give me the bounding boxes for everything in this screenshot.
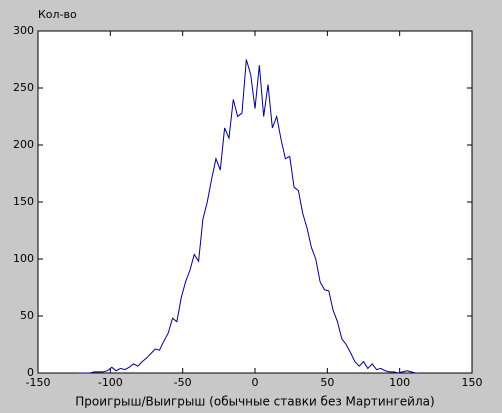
y-tick-label: 100: [13, 252, 34, 265]
x-axis-label: Проигрыш/Выигрыш (обычные ставки без Мар…: [75, 395, 434, 409]
x-tick-label: 0: [252, 376, 259, 389]
plot-area: [37, 30, 473, 374]
y-tick-label: 300: [13, 24, 34, 37]
y-tick-label: 0: [27, 366, 34, 379]
x-tick-label: -50: [174, 376, 192, 389]
x-tick-label: 100: [389, 376, 410, 389]
y-tick-label: 250: [13, 81, 34, 94]
y-tick-label: 150: [13, 195, 34, 208]
x-tick-label: -100: [98, 376, 123, 389]
x-tick-label: -150: [26, 376, 51, 389]
y-tick-label: 200: [13, 138, 34, 151]
y-tick-label: 50: [20, 309, 34, 322]
x-tick-label: 50: [320, 376, 334, 389]
y-axis-label: Кол-во: [38, 8, 77, 21]
x-tick-label: 150: [462, 376, 483, 389]
data-line: [77, 59, 420, 374]
